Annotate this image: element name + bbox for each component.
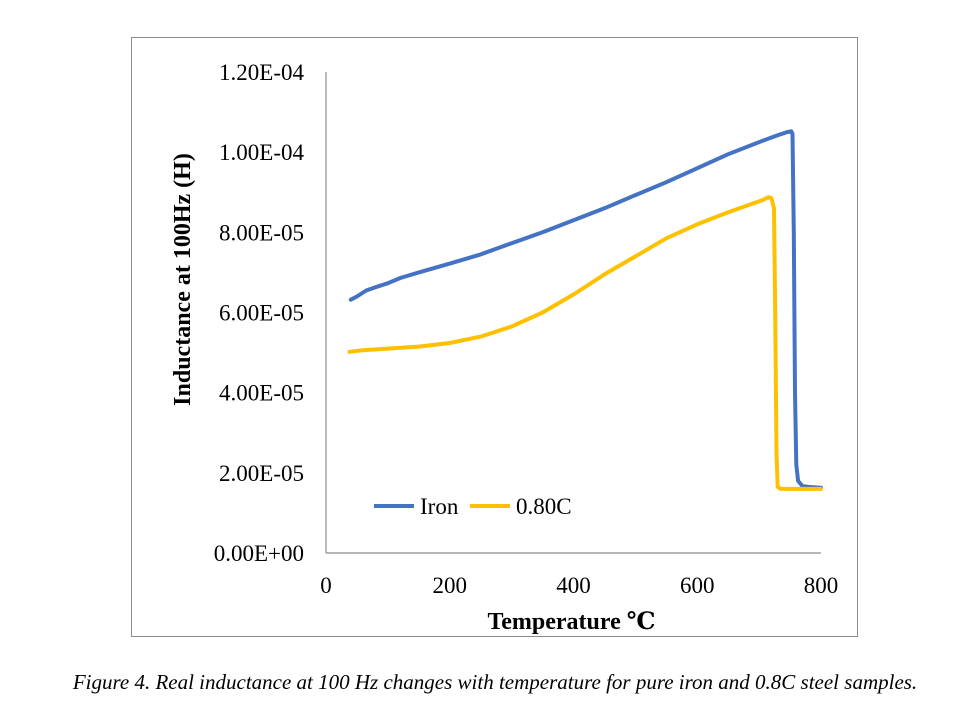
- x-tick-label: 600: [680, 573, 715, 598]
- y-tick-label: 1.20E-04: [219, 60, 304, 85]
- series-line-iron: [348, 129, 823, 490]
- x-tick-label: 800: [804, 573, 839, 598]
- chart-frame: 0.00E+00 2.00E-05 4.00E-05 6.00E-05 8.00E-05…: [131, 37, 858, 637]
- figure-caption: Figure 4. Real inductance at 100 Hz chan…: [72, 670, 918, 694]
- y-tick-label: 6.00E-05: [219, 301, 304, 326]
- y-tick-label: 2.00E-05: [219, 461, 304, 486]
- y-tick-label: 1.00E-04: [219, 140, 304, 165]
- legend: Iron 0.80C: [374, 494, 572, 519]
- x-tick-label: 400: [556, 573, 591, 598]
- y-tick-label: 4.00E-05: [219, 381, 304, 406]
- y-tick-label: 8.00E-05: [219, 220, 304, 245]
- x-tick-label: 200: [433, 573, 468, 598]
- legend-label-0-80c: 0.80C: [516, 494, 572, 519]
- series-line-0-80c: [347, 195, 823, 491]
- x-axis-title: Temperature ℃: [487, 609, 655, 635]
- x-tick-label: 0: [320, 573, 332, 598]
- line-chart: 0.00E+00 2.00E-05 4.00E-05 6.00E-05 8.00E-05…: [170, 60, 839, 635]
- legend-label-iron: Iron: [420, 494, 459, 519]
- y-axis-title: Inductance at 100Hz (H): [170, 153, 196, 406]
- y-tick-label: 0.00E+00: [214, 541, 304, 566]
